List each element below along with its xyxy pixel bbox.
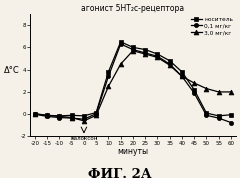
3,0 мг/кг — [70, 116, 73, 119]
0,1 мг/кг — [229, 122, 232, 124]
0,1 мг/кг — [193, 92, 196, 94]
носитель — [193, 89, 196, 91]
3,0 мг/кг — [229, 91, 232, 93]
0,1 мг/кг — [34, 113, 36, 115]
0,1 мг/кг — [144, 52, 147, 54]
0,1 мг/кг — [95, 112, 98, 115]
носитель — [34, 112, 36, 115]
0,1 мг/кг — [217, 117, 220, 119]
3,0 мг/кг — [217, 91, 220, 93]
3,0 мг/кг — [180, 75, 183, 77]
3,0 мг/кг — [34, 113, 36, 115]
3,0 мг/кг — [205, 88, 208, 90]
носитель — [168, 60, 171, 62]
Y-axis label: Δ°C: Δ°C — [4, 66, 20, 75]
носитель — [156, 53, 159, 55]
Legend: носитель, 0,1 мг/кг, 3,0 мг/кг: носитель, 0,1 мг/кг, 3,0 мг/кг — [189, 15, 235, 37]
X-axis label: минуты: минуты — [117, 147, 148, 156]
3,0 мг/кг — [46, 114, 49, 116]
носитель — [107, 71, 110, 73]
Line: 3,0 мг/кг: 3,0 мг/кг — [32, 48, 233, 123]
0,1 мг/кг — [107, 75, 110, 77]
носитель — [217, 115, 220, 117]
Text: налоксон: налоксон — [70, 137, 98, 142]
носитель — [119, 41, 122, 43]
носитель — [58, 115, 61, 117]
3,0 мг/кг — [95, 114, 98, 116]
носитель — [180, 71, 183, 73]
носитель — [144, 49, 147, 51]
носитель — [46, 114, 49, 116]
0,1 мг/кг — [70, 117, 73, 119]
Title: агонист 5НТ₂с-рецептора: агонист 5НТ₂с-рецептора — [81, 4, 185, 13]
3,0 мг/кг — [107, 85, 110, 87]
0,1 мг/кг — [180, 75, 183, 77]
3,0 мг/кг — [144, 53, 147, 55]
носитель — [229, 114, 232, 116]
носитель — [95, 111, 98, 114]
0,1 мг/кг — [46, 115, 49, 117]
3,0 мг/кг — [132, 50, 134, 52]
Text: ФИГ. 2А: ФИГ. 2А — [88, 168, 152, 178]
3,0 мг/кг — [156, 56, 159, 58]
0,1 мг/кг — [205, 114, 208, 116]
0,1 мг/кг — [132, 49, 134, 51]
3,0 мг/кг — [83, 120, 85, 122]
носитель — [70, 114, 73, 116]
0,1 мг/кг — [83, 118, 85, 120]
0,1 мг/кг — [119, 43, 122, 45]
Line: 0,1 мг/кг: 0,1 мг/кг — [33, 42, 233, 125]
3,0 мг/кг — [58, 115, 61, 117]
0,1 мг/кг — [168, 63, 171, 65]
3,0 мг/кг — [119, 63, 122, 65]
3,0 мг/кг — [168, 64, 171, 66]
0,1 мг/кг — [156, 55, 159, 57]
3,0 мг/кг — [193, 82, 196, 84]
Line: носитель: носитель — [33, 40, 233, 118]
носитель — [205, 112, 208, 114]
носитель — [132, 46, 134, 48]
носитель — [83, 115, 85, 117]
0,1 мг/кг — [58, 116, 61, 119]
